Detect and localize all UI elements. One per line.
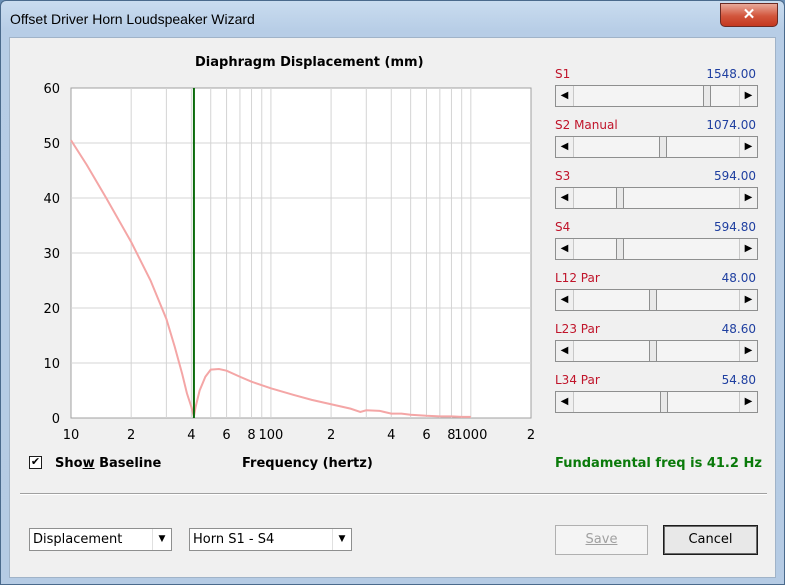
y-tick-label: 30 [43, 247, 60, 262]
scroll-left-icon[interactable]: ◀ [556, 86, 574, 106]
close-button[interactable]: ✕ [720, 3, 778, 27]
display-mode-value: Displacement [33, 532, 123, 547]
x-tick-label: 4 [387, 428, 395, 443]
slider-label: L34 Par [555, 373, 600, 387]
x-tick-label: 2 [327, 428, 335, 443]
slider-value: 594.80 [714, 220, 756, 234]
scroll-left-icon[interactable]: ◀ [556, 188, 574, 208]
slider-label: S4 [555, 220, 571, 234]
scroll-left-icon[interactable]: ◀ [556, 290, 574, 310]
x-tick-label: 2 [127, 428, 135, 443]
x-tick-label: 1000 [454, 428, 487, 443]
show-baseline-label[interactable]: Show Baseline [55, 456, 162, 471]
slider-thumb[interactable] [659, 137, 667, 157]
y-tick-label: 50 [43, 137, 60, 152]
scroll-right-icon[interactable]: ▶ [739, 392, 757, 412]
y-tick-label: 40 [43, 192, 60, 207]
y-tick-label: 10 [43, 357, 60, 372]
slider-scrollbar[interactable]: ◀ ▶ [555, 85, 758, 107]
scroll-right-icon[interactable]: ▶ [739, 137, 757, 157]
displacement-series-line [70, 139, 471, 418]
x-tick-label: 8 [447, 428, 455, 443]
scroll-right-icon[interactable]: ▶ [739, 239, 757, 259]
scroll-left-icon[interactable]: ◀ [556, 341, 574, 361]
scroll-left-icon[interactable]: ◀ [556, 239, 574, 259]
slider-label: L12 Par [555, 271, 600, 285]
x-tick-label: 10 [63, 428, 80, 443]
slider-value: 48.00 [721, 271, 756, 285]
separator [20, 493, 767, 495]
display-mode-select[interactable]: Displacement ▼ [29, 528, 172, 551]
chart-title: Diaphragm Displacement (mm) [195, 55, 424, 70]
y-tick-label: 20 [43, 302, 60, 317]
slider-scrollbar[interactable]: ◀ ▶ [555, 136, 758, 158]
fundamental-freq-status: Fundamental freq is 41.2 Hz [555, 456, 762, 471]
chevron-down-icon: ▼ [332, 529, 351, 550]
slider-label: S3 [555, 169, 571, 183]
slider-thumb[interactable] [660, 392, 668, 412]
slider-thumb[interactable] [703, 86, 711, 106]
x-tick-label: 6 [222, 428, 230, 443]
x-tick-label: 4 [187, 428, 195, 443]
slider-label: L23 Par [555, 322, 600, 336]
slider-scrollbar[interactable]: ◀ ▶ [555, 238, 758, 260]
close-icon: ✕ [742, 6, 756, 23]
slider-scrollbar[interactable]: ◀ ▶ [555, 289, 758, 311]
x-axis-label: Frequency (hertz) [242, 456, 373, 471]
x-tick-label: 6 [422, 428, 430, 443]
slider-thumb[interactable] [649, 341, 657, 361]
y-tick-label: 60 [43, 82, 60, 97]
slider-label: S1 [555, 67, 571, 81]
checkmark-icon: ✔ [30, 456, 41, 468]
slider-scrollbar[interactable]: ◀ ▶ [555, 391, 758, 413]
slider-value: 54.80 [721, 373, 756, 387]
scroll-left-icon[interactable]: ◀ [556, 392, 574, 412]
x-tick-label: 2 [527, 428, 535, 443]
window-title: Offset Driver Horn Loudspeaker Wizard [10, 11, 255, 27]
x-tick-label: 100 [258, 428, 283, 443]
scroll-left-icon[interactable]: ◀ [556, 137, 574, 157]
slider-value: 1548.00 [706, 67, 756, 81]
slider-scrollbar[interactable]: ◀ ▶ [555, 340, 758, 362]
save-button[interactable]: Save [555, 525, 648, 555]
show-baseline-checkbox[interactable]: ✔ [29, 456, 42, 469]
horn-select-value: Horn S1 - S4 [193, 532, 275, 547]
slider-scrollbar[interactable]: ◀ ▶ [555, 187, 758, 209]
cancel-button[interactable]: Cancel [663, 525, 758, 555]
horn-select[interactable]: Horn S1 - S4 ▼ [189, 528, 352, 551]
scroll-right-icon[interactable]: ▶ [739, 290, 757, 310]
title-bar[interactable]: Offset Driver Horn Loudspeaker Wizard ✕ [1, 1, 784, 37]
scroll-right-icon[interactable]: ▶ [739, 341, 757, 361]
slider-thumb[interactable] [616, 188, 624, 208]
slider-value: 48.60 [721, 322, 756, 336]
scroll-right-icon[interactable]: ▶ [739, 86, 757, 106]
slider-label: S2 Manual [555, 118, 618, 132]
scroll-right-icon[interactable]: ▶ [739, 188, 757, 208]
slider-value: 1074.00 [706, 118, 756, 132]
chevron-down-icon: ▼ [152, 529, 171, 550]
slider-thumb[interactable] [616, 239, 624, 259]
slider-value: 594.00 [714, 169, 756, 183]
slider-thumb[interactable] [649, 290, 657, 310]
x-tick-label: 8 [247, 428, 255, 443]
dialog-client-area: Diaphragm Displacement (mm) 60 50 40 30 20 10… [9, 37, 776, 578]
y-tick-label: 0 [52, 412, 60, 427]
